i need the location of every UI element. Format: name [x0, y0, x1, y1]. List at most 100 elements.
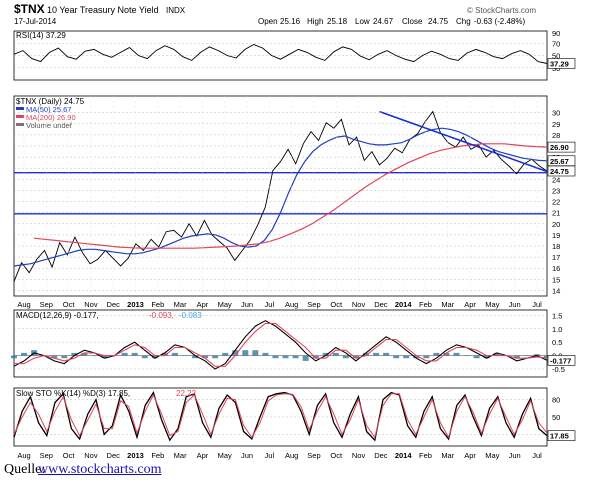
macd-histogram-bar: [181, 355, 188, 357]
macd-frame: [13, 309, 548, 378]
macd-histogram-bar: [513, 355, 520, 359]
price-tick-label: 15: [552, 275, 560, 284]
bottom-x-tick-label: 2013: [127, 451, 144, 460]
macd-histogram-bar: [171, 352, 178, 356]
x-tick-label: Mar: [174, 300, 187, 309]
macd-histogram-bar: [413, 355, 420, 359]
macd-histogram-bar: [151, 355, 158, 359]
macd-histogram-bar: [302, 355, 309, 361]
price-tick-label: 28: [552, 131, 560, 140]
macd-series-line: [13, 320, 548, 370]
macd-histogram-bar: [393, 355, 400, 359]
bottom-x-tick-label: Dec: [107, 451, 121, 460]
macd-histogram-bar: [131, 352, 138, 356]
x-tick-label: Feb: [151, 300, 164, 309]
stochastic-tick-label: 50: [552, 413, 560, 422]
macd-tick-label: 1.5: [552, 311, 562, 320]
bottom-x-tick-label: Jul: [265, 451, 275, 460]
macd-histogram-bar: [523, 355, 530, 357]
stochastic-last-value-box: [547, 430, 576, 441]
source-prefix: Quelle:: [4, 462, 46, 477]
macd-histogram-bar: [272, 355, 279, 359]
macd-histogram-bar: [262, 352, 269, 356]
macd-histogram-bar: [11, 355, 17, 359]
chg-value: -0.63 (-2.48%): [474, 17, 525, 26]
price-tick-label: 17: [552, 253, 560, 262]
price-legend: $TNX (Daily) 24.75: [16, 97, 85, 106]
macd-histogram-bar: [161, 352, 168, 356]
macd-histogram-bar: [453, 352, 460, 356]
macd-histogram-bar: [21, 352, 28, 356]
chart-date: 17-Jul-2014: [14, 17, 57, 26]
x-tick-label: Nov: [84, 300, 98, 309]
stochastic-legend-d: 22.22: [176, 389, 197, 398]
macd-histogram-bar: [61, 355, 68, 359]
bottom-x-tick-label: Oct: [330, 451, 343, 460]
brand-logo: © StockCharts.com: [467, 6, 536, 15]
macd-histogram-bar: [483, 355, 490, 359]
low-label: Low: [355, 17, 370, 26]
x-tick-label: Feb: [419, 300, 432, 309]
macd-histogram-bar: [141, 355, 148, 359]
rsi-tick-label: 50: [552, 52, 560, 61]
macd-histogram-bar: [433, 352, 440, 356]
source-link[interactable]: www.stockcharts.com: [38, 462, 162, 477]
bottom-x-tick-label: Apr: [464, 451, 476, 460]
macd-histogram-bar: [443, 352, 450, 356]
symbol: $TNX: [14, 2, 45, 16]
legend-swatch-volume: [16, 123, 24, 126]
price-series-line: [13, 110, 548, 282]
macd-legend-signal: -0.093,: [149, 311, 174, 320]
bottom-x-tick-label: Sep: [307, 451, 320, 460]
macd-histogram-bar: [312, 355, 319, 359]
macd-last-value: -0.177: [550, 356, 571, 365]
price-tick-label: 20: [552, 220, 560, 229]
macd-histogram-bar: [403, 355, 410, 359]
bottom-x-tick-label: Mar: [441, 451, 454, 460]
price-tick-label: 16: [552, 264, 560, 273]
macd-histogram-bar: [91, 355, 98, 357]
resistance-trendline: [379, 110, 548, 173]
macd-histogram-bar: [463, 355, 470, 357]
x-tick-label: Sep: [40, 300, 53, 309]
bottom-x-tick-label: May: [218, 451, 232, 460]
macd-legend: MACD(12,26,9) -0.177,: [16, 311, 99, 320]
x-tick-label: 2013: [127, 300, 144, 309]
macd-histogram-bar: [473, 355, 480, 359]
ma50-value-label: 25.67: [550, 157, 569, 166]
macd-histogram-bar: [282, 355, 289, 359]
macd-histogram-bar: [292, 355, 299, 359]
rsi-last-value-box: [547, 58, 576, 69]
rsi-legend: RSI(14) 37.29: [16, 31, 66, 40]
macd-histogram-bar: [121, 352, 128, 356]
bottom-x-tick-label: Aug: [17, 451, 30, 460]
macd-tick-label: -0.5: [552, 365, 565, 374]
bottom-x-tick-label: Nov: [352, 451, 366, 460]
macd-histogram-bar: [232, 350, 239, 356]
price-tick-label: 30: [552, 109, 560, 118]
rsi-tick-label: 70: [552, 39, 560, 48]
legend-swatch-ma200: [16, 115, 24, 118]
price-legend-ma200: MA(200) 26.90: [26, 113, 76, 122]
bottom-x-tick-label: Nov: [84, 451, 98, 460]
legend-swatch-ma50: [16, 107, 24, 110]
macd-histogram-bar: [322, 352, 329, 356]
macd-histogram-bar: [383, 352, 390, 356]
price-tick-label: 23: [552, 186, 560, 195]
macd-histogram-bar: [242, 350, 249, 356]
price-frame: [13, 95, 548, 297]
close-label: Close: [402, 17, 423, 26]
macd-histogram-bar: [332, 352, 339, 356]
x-tick-label: Jul: [532, 300, 542, 309]
rsi-last-value: 37.29: [550, 59, 569, 68]
macd-histogram-bar: [71, 352, 78, 356]
x-tick-label: Aug: [285, 300, 298, 309]
macd-histogram-bar: [81, 352, 88, 356]
x-tick-label: May: [485, 300, 499, 309]
x-tick-label: Mar: [441, 300, 454, 309]
x-tick-label: Apr: [197, 300, 209, 309]
price-tick-label: 18: [552, 242, 560, 251]
macd-histogram-bar: [342, 355, 349, 359]
bottom-x-tick-label: Oct: [63, 451, 76, 460]
